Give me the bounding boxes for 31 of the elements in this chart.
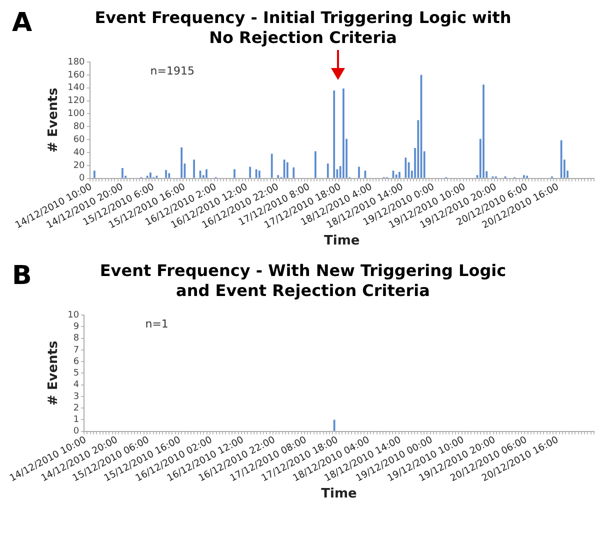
y-tick-label: 140 [68,83,86,94]
y-tick-label: 4 [73,380,80,390]
y-tick-label: 8 [73,334,80,344]
y-tick-label: 7 [73,345,80,356]
y-axis-title: # Events [46,88,62,153]
chart-title: Event Frequency - Initial Triggering Logic with No Rejection Criteria [94,8,512,48]
x-axis-title: Time [321,486,358,502]
annotation: n=1915 [150,64,194,78]
y-tick-label: 6 [73,356,80,367]
text: B [12,261,32,291]
y-tick-label: 180 [68,57,86,68]
y-tick-label: 1 [73,415,80,426]
text: A [12,8,32,38]
y-tick-label: 10 [68,310,80,320]
y-tick-label: 120 [68,96,86,106]
y-axis-title: # Events [46,340,62,406]
y-tick-label: 100 [68,109,86,120]
y-tick-label: 60 [73,134,86,145]
annotation: n=1 [145,317,168,330]
y-tick-label: 160 [68,70,86,80]
y-tick-label: 2 [73,403,80,414]
y-tick-label: 5 [73,368,80,379]
y-tick-label: 0 [79,174,86,184]
y-tick-label: 0 [73,426,80,437]
y-tick-label: 9 [73,322,80,332]
y-tick-label: 80 [73,122,86,132]
chart-title: Event Frequency - With New Triggering Logic and Event Rejection Criteria [98,261,508,301]
y-tick-label: 20 [73,160,86,171]
y-tick-label: 40 [73,148,86,158]
y-tick-label: 3 [73,392,80,402]
x-axis-title: Time [324,234,360,249]
